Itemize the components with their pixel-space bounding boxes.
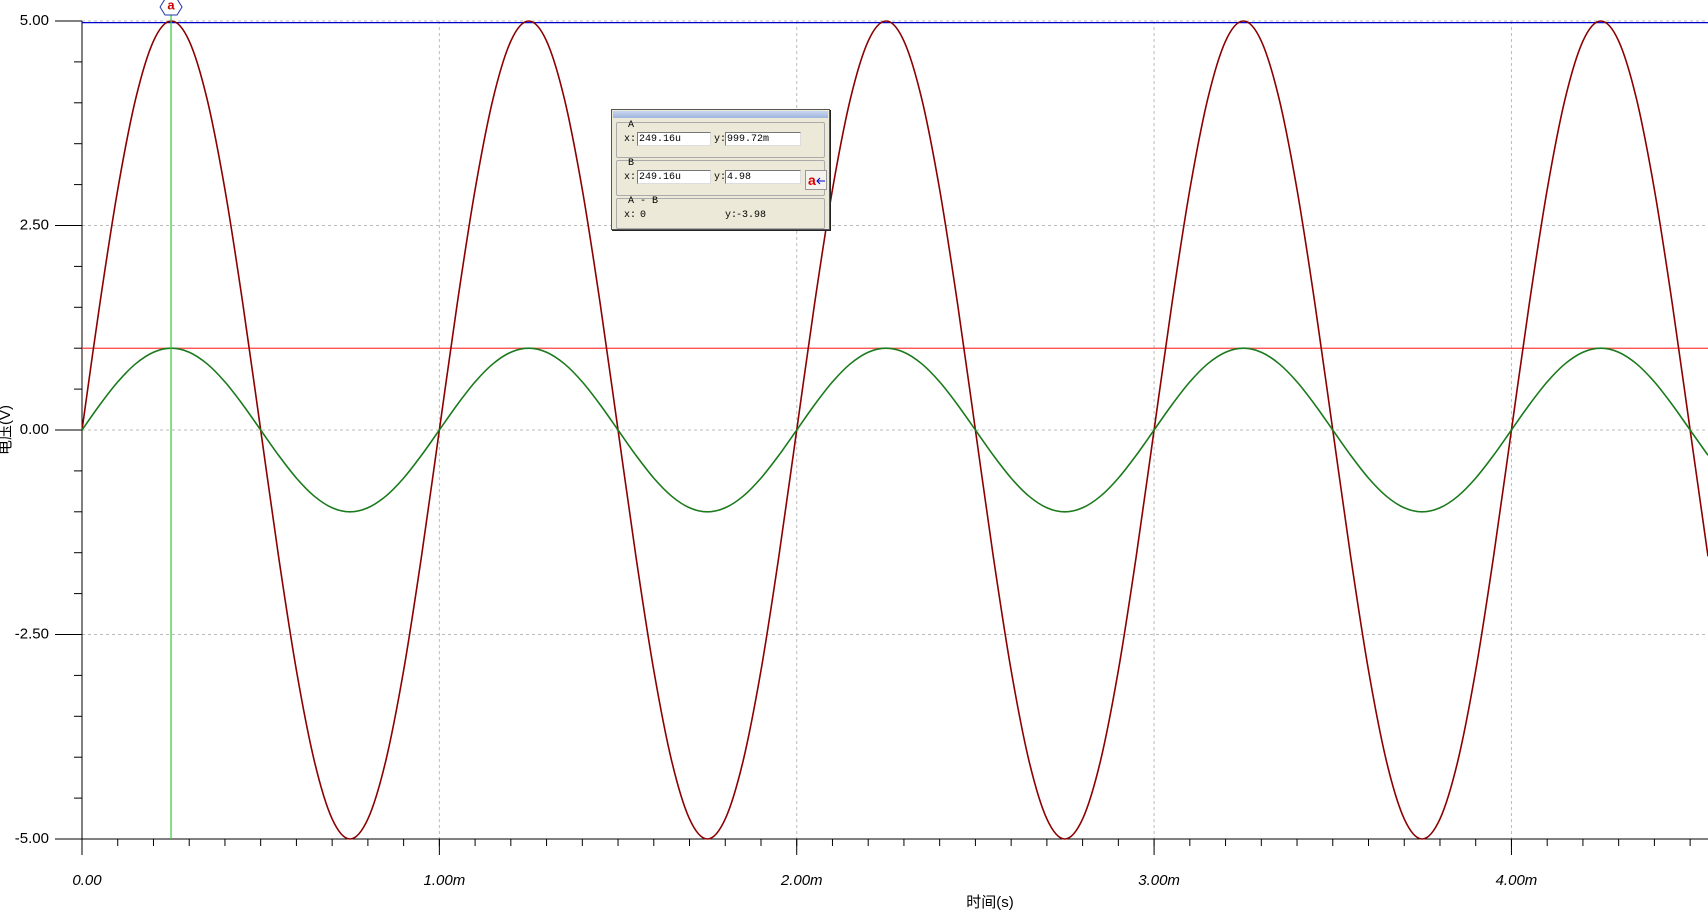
x-tick-label: 3.00m — [1138, 872, 1180, 889]
x-tick-label: 1.00m — [424, 872, 466, 889]
y-tick-label: 5.00 — [20, 12, 49, 29]
button-label: a — [808, 172, 816, 188]
x-tick-label: 4.00m — [1496, 872, 1538, 889]
marker-label: a — [167, 0, 175, 12]
group-b-title: B — [628, 158, 635, 169]
x-prefix: x: — [624, 172, 637, 183]
x-tick-label: 0.00 — [72, 872, 102, 889]
series-line — [81, 20, 1708, 840]
diff-x: 0 — [640, 210, 647, 221]
y-tick-label: -2.50 — [15, 625, 49, 642]
group-diff-title: A - B — [628, 196, 659, 207]
x-prefix: x: — [624, 134, 637, 145]
group-a-title: A — [628, 120, 635, 131]
swap-button[interactable]: a — [805, 170, 827, 190]
a-y-field[interactable]: 999.72m — [725, 132, 801, 146]
y-tick-label: 2.50 — [20, 216, 49, 233]
y-prefix: y: — [725, 210, 738, 221]
arrow-icon — [816, 177, 825, 185]
cursor-panel[interactable]: A x: 249.16u y: 999.72m B x: 249.16u y: … — [611, 109, 830, 230]
cursor-marker[interactable]: a — [159, 0, 183, 16]
b-x-field[interactable]: 249.16u — [637, 170, 711, 184]
y-tick-label: -5.00 — [15, 830, 49, 847]
y-tick-label: 0.00 — [20, 421, 49, 438]
x-prefix: x: — [624, 210, 637, 221]
y-prefix: y: — [714, 172, 727, 183]
y-prefix: y: — [714, 134, 727, 145]
x-axis-label: 时间(s) — [966, 894, 1014, 911]
series-line — [81, 347, 1708, 513]
marker-shape — [159, 0, 183, 16]
group-a — [616, 122, 825, 158]
y-axis-label: 电压(V) — [0, 405, 14, 455]
title-bar[interactable] — [613, 111, 828, 118]
x-tick-label: 2.00m — [780, 872, 823, 889]
group-diff — [616, 198, 825, 229]
a-x-field[interactable]: 249.16u — [637, 132, 711, 146]
diff-y: -3.98 — [736, 210, 767, 221]
b-y-field[interactable]: 4.98 — [725, 170, 801, 184]
